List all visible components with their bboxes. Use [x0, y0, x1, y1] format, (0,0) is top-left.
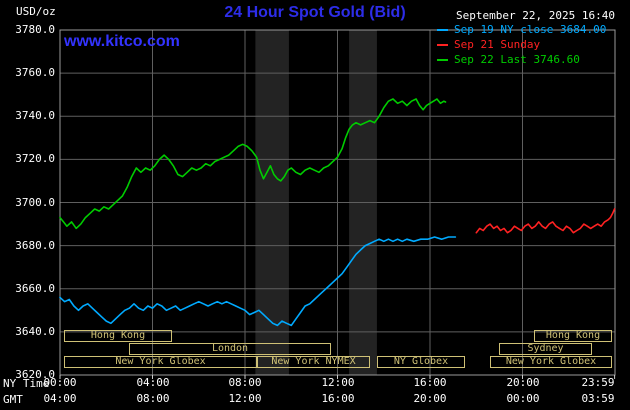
- y-axis-tick-label: 3660.0: [15, 282, 55, 295]
- session-box-hong-kong: Hong Kong: [534, 330, 612, 342]
- series-line-sep-21-sunday: [475, 208, 616, 234]
- kitco-link[interactable]: www.kitco.com: [64, 33, 180, 50]
- chart-datetime: September 22, 2025 16:40: [456, 9, 615, 22]
- y-axis-tick-label: 3720.0: [15, 152, 55, 165]
- gmt-time-tick-label: 03:59: [581, 392, 615, 405]
- ny-time-tick-label: 20:00: [506, 376, 540, 389]
- x-axis-label-nytime: NY Time: [3, 377, 50, 390]
- y-axis-tick-label: 3700.0: [15, 196, 55, 209]
- gmt-time-tick-label: 20:00: [413, 392, 447, 405]
- ny-time-tick-label: 00:00: [43, 376, 77, 389]
- ny-time-tick-label: 04:00: [136, 376, 170, 389]
- y-axis-tick-label: 3680.0: [15, 239, 55, 252]
- gmt-time-tick-label: 04:00: [43, 392, 77, 405]
- legend-item-label: Sep 22 Last 3746.60: [454, 53, 580, 66]
- ny-time-tick-label: 23:59: [581, 376, 615, 389]
- session-box-ny-globex: NY Globex: [377, 356, 465, 368]
- gmt-time-tick-label: 08:00: [136, 392, 170, 405]
- legend-dash-icon: [437, 29, 448, 31]
- x-axis-label-gmt: GMT: [3, 393, 23, 406]
- series-line-sep-22-last: [59, 98, 447, 230]
- gmt-time-tick-label: 12:00: [228, 392, 262, 405]
- legend-item: Sep 21 Sunday: [437, 38, 540, 52]
- y-axis-tick-label: 3740.0: [15, 109, 55, 122]
- ny-time-tick-label: 12:00: [321, 376, 355, 389]
- y-axis-tick-label: 3780.0: [15, 23, 55, 36]
- series-line-sep-19-ny-close: [59, 236, 457, 327]
- gmt-time-tick-label: 16:00: [321, 392, 355, 405]
- session-box-sydney: Sydney: [499, 343, 592, 355]
- legend-dash-icon: [437, 44, 448, 46]
- session-box-hong-kong: Hong Kong: [64, 330, 172, 342]
- legend-item-label: Sep 19 NY close 3684.00: [454, 23, 607, 36]
- ny-time-tick-label: 16:00: [413, 376, 447, 389]
- ny-time-tick-label: 08:00: [228, 376, 262, 389]
- legend-item: Sep 22 Last 3746.60: [437, 53, 580, 67]
- chart-title: 24 Hour Spot Gold (Bid): [224, 4, 406, 21]
- legend-dash-icon: [437, 59, 448, 61]
- session-box-london: London: [129, 343, 331, 355]
- gmt-time-tick-label: 00:00: [506, 392, 540, 405]
- y-axis-units-label: USD/oz: [16, 5, 56, 18]
- legend-item: Sep 19 NY close 3684.00: [437, 23, 606, 37]
- session-box-new-york-nymex: New York NYMEX: [257, 356, 370, 368]
- y-axis-tick-label: 3760.0: [15, 66, 55, 79]
- session-box-new-york-globex: New York Globex: [490, 356, 612, 368]
- y-axis-tick-label: 3620.0: [15, 368, 55, 381]
- y-axis-tick-label: 3640.0: [15, 325, 55, 338]
- session-box-new-york-globex: New York Globex: [64, 356, 257, 368]
- legend-item-label: Sep 21 Sunday: [454, 38, 541, 51]
